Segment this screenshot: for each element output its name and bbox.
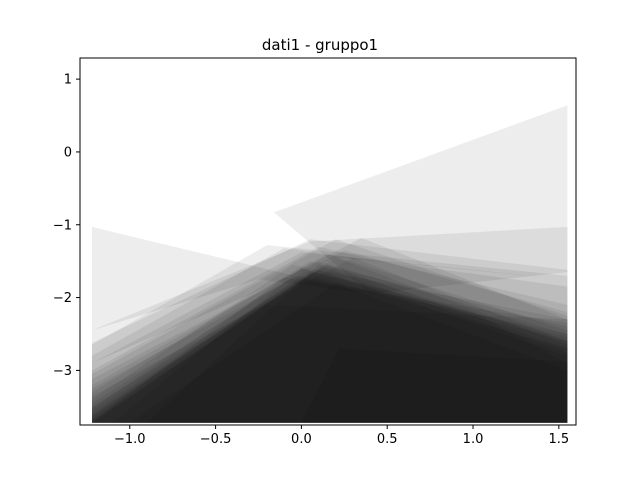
area-polygon-23 <box>92 277 568 423</box>
area-polygon-14 <box>92 264 568 423</box>
y-tick-label: −3 <box>53 364 72 379</box>
x-tick-label: 1.0 <box>463 432 484 447</box>
area-polygon-5 <box>92 248 568 423</box>
area-polygon-4 <box>92 245 568 423</box>
area-polygon-12 <box>92 261 568 423</box>
chart-title: dati1 - gruppo1 <box>262 36 378 54</box>
area-polygon-27 <box>92 304 568 423</box>
area-polygon-24 <box>92 274 568 423</box>
x-tick-label: −0.5 <box>200 432 232 447</box>
area-polygon-2 <box>92 226 568 364</box>
area-polygon-15 <box>92 261 568 423</box>
area-polygon-0 <box>273 105 568 294</box>
y-tick-label: 1 <box>64 73 72 88</box>
area-polygon-17 <box>92 268 568 423</box>
area-polygon-7 <box>92 246 568 423</box>
area-polygon-26 <box>146 264 568 423</box>
x-tick-label: 0.0 <box>291 432 312 447</box>
x-tick-label: 1.5 <box>548 432 569 447</box>
area-polygon-9 <box>92 237 568 423</box>
area-polygon-28 <box>129 283 568 423</box>
area-polygon-25 <box>112 268 568 423</box>
area-polygon-10 <box>92 253 568 423</box>
area-polygon-20 <box>92 267 568 423</box>
y-tick-label: −1 <box>53 218 72 233</box>
x-axis: −1.0 −0.5 0.0 0.5 1.0 1.5 <box>114 425 569 447</box>
area-polygon-11 <box>92 250 568 423</box>
y-axis: 1 0 −1 −2 −3 <box>53 73 80 379</box>
plot-frame <box>79 57 577 426</box>
area-polygon-16 <box>92 257 568 423</box>
x-tick-label: 0.5 <box>377 432 398 447</box>
area-polygon-1 <box>92 226 370 331</box>
area-polygon-21 <box>92 275 568 423</box>
y-tick-label: 0 <box>64 145 72 160</box>
x-tick-label: −1.0 <box>114 432 146 447</box>
area-polygon-8 <box>92 239 568 423</box>
area-polygon-13 <box>92 257 568 423</box>
plot-area-fills <box>92 105 568 423</box>
area-polygon-18 <box>92 264 568 423</box>
area-polygon-6 <box>92 252 568 423</box>
area-polygon-22 <box>92 269 568 423</box>
y-tick-label: −2 <box>53 291 72 306</box>
area-polygon-19 <box>92 272 568 423</box>
area-polygon-29 <box>301 348 568 423</box>
area-polygon-3 <box>92 239 568 423</box>
